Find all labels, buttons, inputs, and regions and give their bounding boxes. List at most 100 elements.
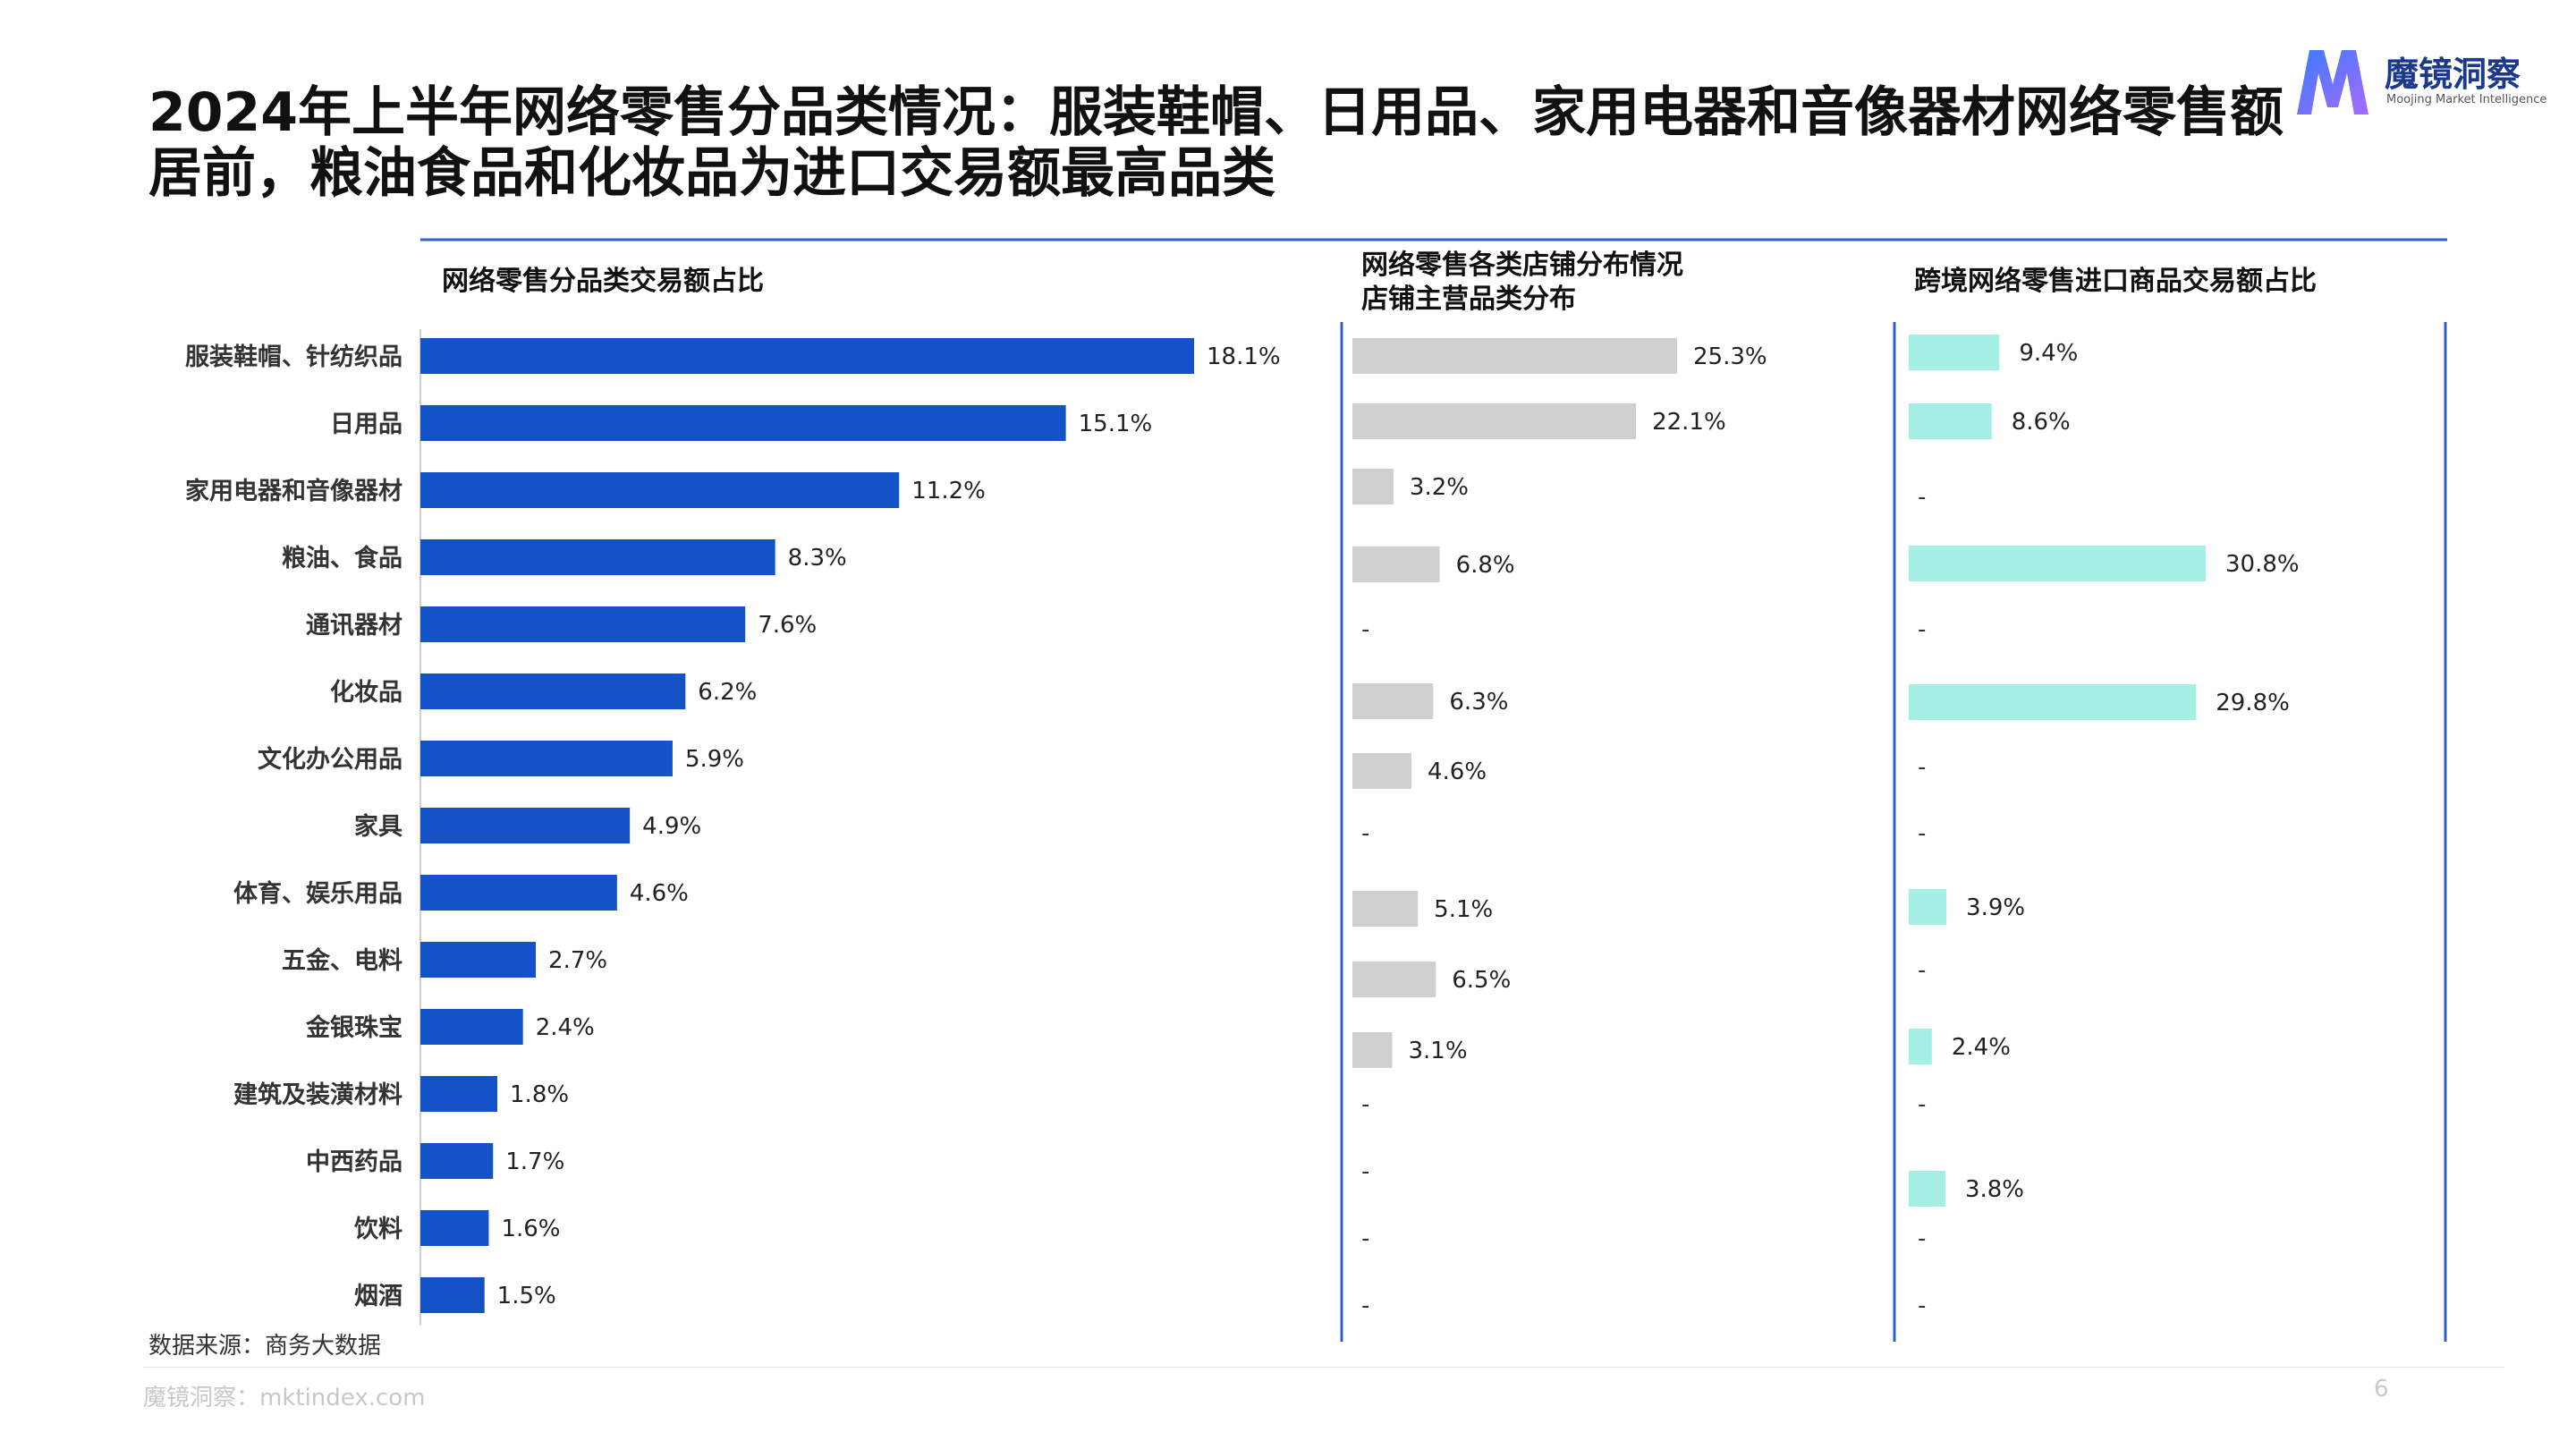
missing-value-label: - (1918, 1225, 1926, 1252)
data-label: 2.4% (1952, 1034, 2011, 1061)
category-label: 通讯器材 (306, 612, 402, 640)
data-label: 6.5% (1452, 967, 1511, 994)
missing-value-label: - (1361, 616, 1369, 643)
brand-logo-mark-icon (2297, 50, 2368, 114)
bar (420, 606, 746, 642)
bar (1352, 891, 1419, 927)
data-label: 4.6% (630, 880, 689, 907)
data-label: 5.9% (685, 746, 744, 773)
bar (420, 674, 686, 709)
page-title: 2024年上半年网络零售分品类情况：服装鞋帽、日用品、家用电器和音像器材网络零售… (148, 81, 2284, 205)
category-label: 粮油、食品 (282, 544, 402, 572)
category-label: 化妆品 (330, 679, 402, 707)
bar (1909, 1171, 1945, 1207)
bar (420, 1143, 494, 1179)
bar (420, 1277, 485, 1313)
category-label: 日用品 (330, 411, 402, 438)
bar (420, 338, 1194, 374)
bar (420, 539, 775, 575)
data-label: 1.5% (497, 1283, 556, 1309)
data-label: 3.9% (1966, 894, 2025, 921)
panel-title: 跨境网络零售进口商品交易额占比 (1914, 266, 2317, 297)
brand-name: 魔镜洞察 (2385, 55, 2521, 94)
missing-value-label: - (1361, 1091, 1369, 1118)
missing-value-label: - (1918, 957, 1926, 984)
data-label: 3.1% (1408, 1038, 1467, 1064)
missing-value-label: - (1361, 1292, 1369, 1319)
data-label: 8.3% (788, 545, 847, 572)
bar (420, 1210, 489, 1246)
page-number: 6 (2374, 1376, 2389, 1402)
data-label: 9.4% (2019, 340, 2078, 367)
data-label: 6.3% (1449, 689, 1508, 716)
category-label: 饮料 (353, 1216, 402, 1243)
data-label: 18.1% (1207, 343, 1281, 370)
data-label: 5.1% (1434, 896, 1493, 923)
footer-divider (143, 1367, 2504, 1368)
bar (1352, 547, 1440, 582)
data-label: 6.8% (1456, 552, 1515, 579)
bar (1352, 1032, 1393, 1068)
missing-value-label: - (1361, 820, 1369, 847)
bar (420, 1009, 523, 1045)
bar (1352, 683, 1434, 719)
data-source: 数据来源：商务大数据 (148, 1333, 382, 1360)
missing-value-label: - (1918, 484, 1926, 511)
category-label: 五金、电料 (282, 946, 402, 975)
data-label: 3.2% (1410, 474, 1469, 501)
bar (1909, 684, 2197, 720)
data-label: 15.1% (1079, 411, 1153, 437)
category-label: 烟酒 (354, 1283, 402, 1310)
bar (1909, 335, 2000, 370)
bar (420, 875, 617, 911)
bar (420, 942, 537, 978)
data-label: 1.6% (501, 1216, 560, 1242)
data-label: 30.8% (2225, 551, 2300, 578)
brand-subtitle: Moojing Market Intelligence (2386, 93, 2547, 106)
bar (1352, 338, 1677, 374)
missing-value-label: - (1918, 616, 1926, 643)
panel-title: 网络零售各类店铺分布情况 (1361, 250, 1683, 281)
category-label: 中西药品 (306, 1148, 402, 1176)
bar (420, 741, 673, 776)
data-label: 2.4% (536, 1014, 595, 1041)
data-label: 4.6% (1428, 758, 1487, 785)
bar (1352, 753, 1411, 789)
data-label: 8.6% (2012, 409, 2071, 436)
bar (1909, 403, 1992, 439)
data-label: 6.2% (698, 679, 757, 706)
brand-logo: 魔镜洞察 Moojing Market Intelligence (2290, 39, 2549, 125)
data-label: 4.9% (642, 813, 701, 840)
category-label: 家具 (354, 812, 402, 841)
data-label: 2.7% (548, 947, 607, 974)
bar (1909, 1029, 1932, 1064)
panel-title: 网络零售分品类交易额占比 (442, 266, 764, 297)
bar (1909, 889, 1947, 925)
category-label: 建筑及装潢材料 (233, 1080, 402, 1109)
bar (1909, 546, 2206, 581)
missing-value-label: - (1918, 1091, 1926, 1118)
panel-subtitle: 店铺主营品类分布 (1361, 284, 1576, 315)
data-label: 22.1% (1652, 409, 1726, 436)
category-label: 体育、娱乐用品 (233, 879, 402, 908)
category-label: 家用电器和音像器材 (185, 477, 402, 505)
category-label: 文化办公用品 (258, 745, 402, 774)
footer-site: 魔镜洞察：mktindex.com (143, 1385, 426, 1411)
missing-value-label: - (1918, 820, 1926, 847)
data-label: 25.3% (1693, 343, 1767, 370)
category-label: 服装鞋帽、针纺织品 (185, 343, 402, 371)
missing-value-label: - (1918, 754, 1926, 781)
bar (420, 472, 900, 508)
data-label: 7.6% (758, 612, 817, 639)
missing-value-label: - (1361, 1158, 1369, 1185)
missing-value-label: - (1361, 1225, 1369, 1252)
data-label: 3.8% (1965, 1176, 2024, 1203)
bar (420, 808, 631, 843)
bar (1352, 469, 1394, 504)
bar (1352, 962, 1436, 997)
data-label: 1.7% (505, 1148, 564, 1175)
data-label: 29.8% (2216, 690, 2290, 716)
category-label: 金银珠宝 (305, 1013, 402, 1042)
missing-value-label: - (1918, 1292, 1926, 1319)
